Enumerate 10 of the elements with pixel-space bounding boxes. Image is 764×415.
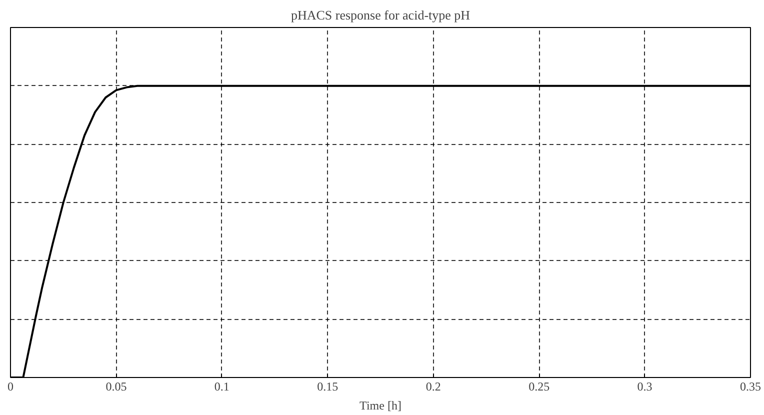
chart-title: pHACS response for acid-type pH [290, 8, 470, 22]
x-tick-label: 0.1 [214, 380, 230, 394]
x-tick-label: 0.35 [740, 380, 761, 394]
x-tick-label: 0 [8, 380, 14, 394]
x-tick-label: 0.15 [317, 380, 338, 394]
x-axis-title: Time [h] [360, 398, 402, 412]
x-tick-label: 0.25 [528, 380, 550, 394]
x-tick-label: 0.2 [426, 380, 441, 394]
x-tick-label: 0.05 [106, 380, 127, 394]
x-tick-label: 0.3 [637, 380, 652, 394]
